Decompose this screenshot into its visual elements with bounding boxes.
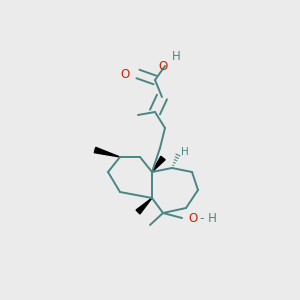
Text: O: O bbox=[158, 59, 168, 73]
Text: O: O bbox=[188, 212, 197, 224]
Polygon shape bbox=[94, 147, 120, 157]
Text: H: H bbox=[172, 50, 181, 64]
Polygon shape bbox=[152, 156, 165, 172]
Text: H: H bbox=[181, 147, 189, 157]
Polygon shape bbox=[136, 198, 152, 214]
Text: - H: - H bbox=[200, 212, 217, 224]
Text: O: O bbox=[121, 68, 130, 80]
